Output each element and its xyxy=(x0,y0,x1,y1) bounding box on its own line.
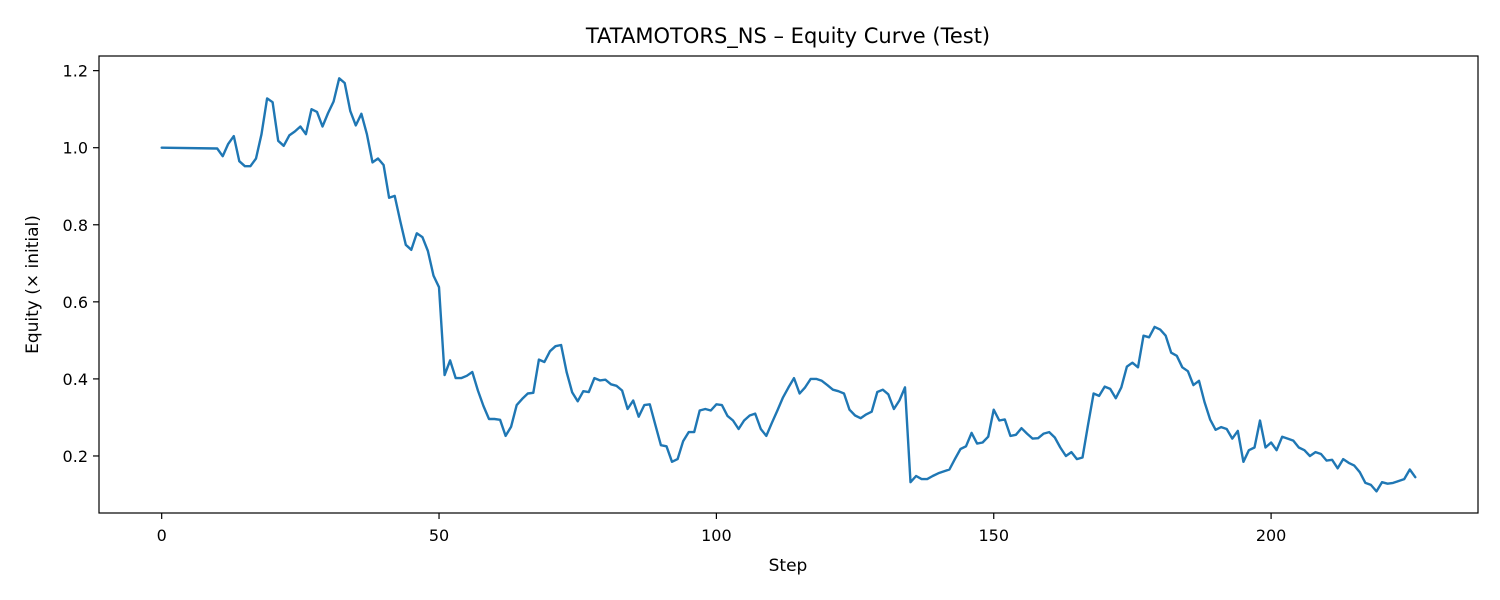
x-tick-label: 150 xyxy=(978,526,1009,545)
y-tick-label: 1.2 xyxy=(63,62,88,81)
y-tick-label: 1.0 xyxy=(63,139,88,158)
plot-frame xyxy=(98,55,1479,514)
x-tick-label: 50 xyxy=(429,526,449,545)
x-tick-label: 100 xyxy=(701,526,732,545)
equity-line xyxy=(160,77,1417,493)
y-axis-label: Equity (× initial) xyxy=(23,215,43,354)
y-axis: 0.2 0.4 0.6 0.8 1.0 1.2 xyxy=(63,62,99,466)
y-tick-label: 0.6 xyxy=(63,293,88,312)
x-tick-label: 200 xyxy=(1256,526,1287,545)
x-axis: 0 50 100 150 200 xyxy=(157,513,1287,545)
y-tick-label: 0.4 xyxy=(63,370,88,389)
chart-title: TATAMOTORS_NS – Equity Curve (Test) xyxy=(585,24,990,49)
y-tick-label: 0.8 xyxy=(63,216,88,235)
x-tick-label: 0 xyxy=(157,526,167,545)
y-tick-label: 0.2 xyxy=(63,447,88,466)
x-axis-label: Step xyxy=(769,556,808,576)
